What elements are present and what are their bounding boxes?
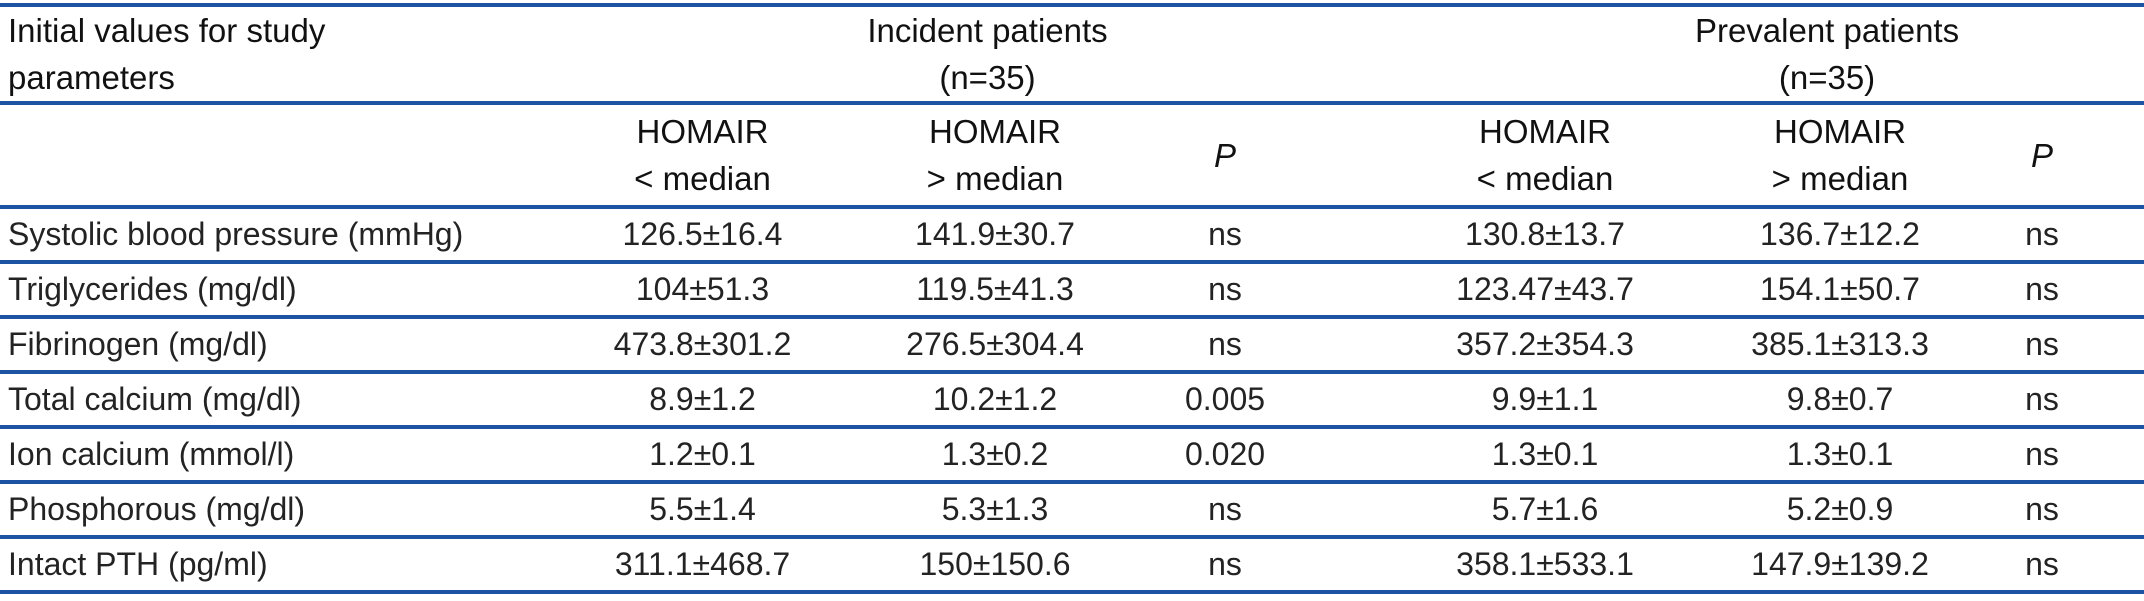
parameter-cell: Intact PTH (pg/ml) (0, 537, 555, 594)
value-cell: 141.9±30.7 (850, 207, 1140, 264)
spacer-cell (1310, 262, 1350, 319)
value-cell: ns (1940, 427, 2144, 484)
value-cell: 1.3±0.1 (1740, 427, 1940, 484)
value-cell: 5.7±1.6 (1350, 482, 1740, 539)
table-row: Intact PTH (pg/ml) 311.1±468.7 150±150.6 ns… (0, 537, 2144, 594)
corner-title: Initial values for study parameters (0, 5, 555, 105)
value-cell: ns (1940, 537, 2144, 594)
column-header-incident-lt-median: HOMAIR < median (555, 103, 850, 209)
value-cell: 473.8±301.2 (555, 317, 850, 374)
value-cell: ns (1140, 537, 1310, 594)
column-header-prevalent-lt-median: HOMAIR < median (1350, 103, 1740, 209)
value-cell: 126.5±16.4 (555, 207, 850, 264)
value-cell: 5.3±1.3 (850, 482, 1140, 539)
parameter-cell: Triglycerides (mg/dl) (0, 262, 555, 319)
column-header-incident-gt-median: HOMAIR > median (850, 103, 1140, 209)
value-cell: ns (1140, 207, 1310, 264)
value-cell: 358.1±533.1 (1350, 537, 1740, 594)
value-cell: 0.020 (1140, 427, 1310, 484)
value-cell: 0.005 (1140, 372, 1310, 429)
table-header: Initial values for study parameters Inci… (0, 5, 2144, 209)
parameter-cell: Total calcium (mg/dl) (0, 372, 555, 429)
value-cell: ns (1940, 482, 2144, 539)
column-header-line1: HOMAIR (1774, 113, 1906, 150)
group-header-prevalent: Prevalent patients (n=35) (1310, 5, 2144, 105)
value-cell: 10.2±1.2 (850, 372, 1140, 429)
column-header-incident-p: P (1140, 103, 1310, 209)
column-header-line1: HOMAIR (636, 113, 769, 150)
table-body: Systolic blood pressure (mmHg) 126.5±16.4… (0, 207, 2144, 594)
value-cell: 5.5±1.4 (555, 482, 850, 539)
group-header-row: Initial values for study parameters Inci… (0, 5, 2144, 105)
group-header-prevalent-label: Prevalent patients (1694, 12, 1960, 49)
value-cell: ns (1140, 317, 1310, 374)
column-header-prevalent-p: P (1940, 103, 2144, 209)
study-parameters-table: Initial values for study parameters Inci… (0, 3, 2144, 594)
value-cell: 8.9±1.2 (555, 372, 850, 429)
group-header-incident-n: (n=35) (939, 59, 1036, 96)
value-cell: 104±51.3 (555, 262, 850, 319)
table-row: Fibrinogen (mg/dl) 473.8±301.2 276.5±304.4… (0, 317, 2144, 374)
corner-title-text: Initial values for study parameters (8, 12, 326, 96)
column-header-line2: < median (634, 160, 771, 197)
group-header-prevalent-n: (n=35) (1778, 59, 1876, 96)
value-cell: 1.3±0.2 (850, 427, 1140, 484)
value-cell: 130.8±13.7 (1350, 207, 1740, 264)
value-cell: 119.5±41.3 (850, 262, 1140, 319)
spacer-cell (1310, 317, 1350, 374)
value-cell: ns (1140, 482, 1310, 539)
value-cell: ns (1940, 317, 2144, 374)
value-cell: ns (1140, 262, 1310, 319)
parameter-cell: Fibrinogen (mg/dl) (0, 317, 555, 374)
spacer-cell (1310, 427, 1350, 484)
value-cell: ns (1940, 262, 2144, 319)
column-header-row: HOMAIR < median HOMAIR > median P HOMAIR… (0, 103, 2144, 209)
value-cell: 9.8±0.7 (1740, 372, 1940, 429)
value-cell: 276.5±304.4 (850, 317, 1140, 374)
value-cell: ns (1940, 207, 2144, 264)
value-cell: 311.1±468.7 (555, 537, 850, 594)
group-header-incident: Incident patients (n=35) (555, 5, 1310, 105)
parameter-cell: Ion calcium (mmol/l) (0, 427, 555, 484)
column-header-line1: HOMAIR (929, 113, 1061, 150)
value-cell: 123.47±43.7 (1350, 262, 1740, 319)
value-cell: 150±150.6 (850, 537, 1140, 594)
value-cell: 5.2±0.9 (1740, 482, 1940, 539)
value-cell: 357.2±354.3 (1350, 317, 1740, 374)
column-header-line1: HOMAIR (1479, 113, 1611, 150)
spacer-cell (1310, 207, 1350, 264)
value-cell: 136.7±12.2 (1740, 207, 1940, 264)
spacer-cell (1310, 537, 1350, 594)
column-header-empty (0, 103, 555, 209)
table-row: Triglycerides (mg/dl) 104±51.3 119.5±41.3 n… (0, 262, 2144, 319)
spacer-cell (1310, 482, 1350, 539)
parameter-cell: Systolic blood pressure (mmHg) (0, 207, 555, 264)
spacer-cell (1310, 372, 1350, 429)
table-row: Systolic blood pressure (mmHg) 126.5±16.4… (0, 207, 2144, 264)
column-header-line2: > median (1771, 160, 1909, 197)
value-cell: 385.1±313.3 (1740, 317, 1940, 374)
value-cell: 1.2±0.1 (555, 427, 850, 484)
group-header-incident-label: Incident patients (867, 12, 1108, 49)
table-row: Total calcium (mg/dl) 8.9±1.2 10.2±1.2 0.00… (0, 372, 2144, 429)
column-header-prevalent-gt-median: HOMAIR > median (1740, 103, 1940, 209)
table-row: Phosphorous (mg/dl) 5.5±1.4 5.3±1.3 ns 5.7±1… (0, 482, 2144, 539)
value-cell: ns (1940, 372, 2144, 429)
value-cell: 147.9±139.2 (1740, 537, 1940, 594)
column-header-line2: < median (1476, 160, 1614, 197)
spacer-column-header (1310, 103, 1350, 209)
parameter-cell: Phosphorous (mg/dl) (0, 482, 555, 539)
value-cell: 154.1±50.7 (1740, 262, 1940, 319)
value-cell: 1.3±0.1 (1350, 427, 1740, 484)
column-header-line2: > median (926, 160, 1064, 197)
table-row: Ion calcium (mmol/l) 1.2±0.1 1.3±0.2 0.020 1… (0, 427, 2144, 484)
value-cell: 9.9±1.1 (1350, 372, 1740, 429)
